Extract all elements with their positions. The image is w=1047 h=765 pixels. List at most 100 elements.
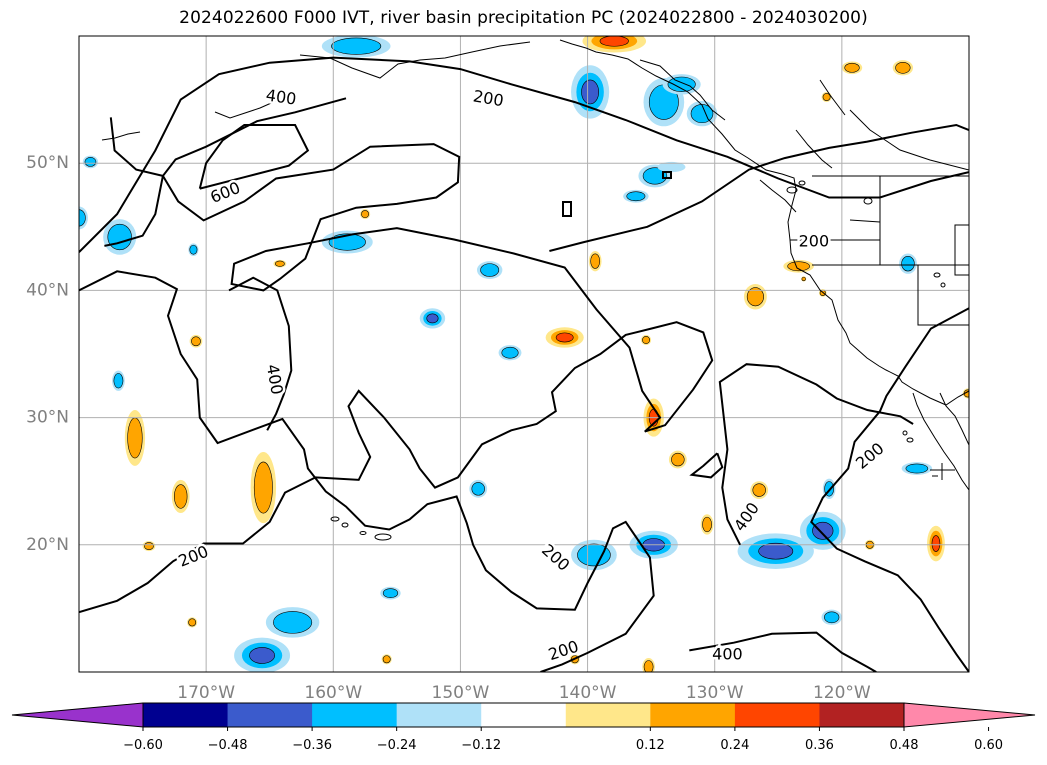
- colorbar-tick-label: −0.60: [123, 738, 163, 753]
- lon-tick-label: 120°W: [813, 683, 871, 703]
- contour-label: 400: [712, 645, 743, 664]
- colorbar-tick-label: −0.36: [292, 738, 332, 753]
- precip-pc-shade: [702, 516, 712, 533]
- ivt-contour-200: [810, 307, 969, 672]
- precip-pc-feature: [250, 451, 277, 524]
- precip-pc-shade: [107, 223, 132, 251]
- precip-pc-feature: [582, 36, 647, 53]
- ivt-contour-layer: [79, 56, 969, 672]
- ivt-contour-400: [228, 276, 293, 431]
- precip-pc-feature: [571, 65, 610, 119]
- precip-pc-feature: [801, 276, 807, 282]
- precip-pc-shade: [191, 336, 201, 347]
- colorbar-segment: [650, 703, 736, 727]
- colorbar-segment: [481, 703, 567, 727]
- colorbar-tick-label: −0.48: [208, 738, 248, 753]
- island: [906, 437, 914, 443]
- precip-pc-shade: [471, 482, 485, 496]
- precip-pc-shade: [331, 37, 382, 55]
- contour-label: 200: [799, 231, 830, 250]
- precip-pc-shade: [275, 260, 285, 267]
- precip-pc-feature: [899, 253, 917, 274]
- island: [902, 430, 908, 436]
- lon-tick-label: 140°W: [559, 683, 617, 703]
- precip-pc-shade: [844, 62, 860, 73]
- precip-pc-shade: [752, 483, 766, 497]
- precip-pc-shade: [188, 618, 197, 627]
- precip-pc-feature: [234, 637, 291, 672]
- precip-pc-feature: [545, 327, 584, 348]
- coastline: [795, 129, 833, 169]
- precip-pc-feature: [640, 334, 652, 346]
- island: [798, 180, 806, 186]
- colorbar-tick-label: −0.24: [377, 738, 417, 753]
- colorbar-frame: [142, 702, 905, 728]
- precip-pc-feature: [783, 259, 814, 273]
- precip-pc-shade: [671, 452, 685, 467]
- precip-pc-feature: [799, 511, 846, 550]
- precip-pc-shade: [642, 167, 668, 185]
- map-frame: [78, 35, 970, 673]
- coastline: [849, 109, 969, 171]
- precip-pc-feature: [265, 607, 320, 638]
- precip-pc-feature: [662, 74, 701, 95]
- precip-pc-shade: [626, 191, 646, 202]
- lon-tick-labels: 170°W 160°W 150°W 140°W 130°W 120°W: [177, 683, 871, 703]
- lat-tick-labels: 50°N 40°N 30°N 20°N: [26, 153, 69, 555]
- precip-pc-feature: [419, 308, 446, 329]
- coastline: [639, 59, 726, 121]
- colorbar-segment: [227, 703, 313, 727]
- island: [933, 272, 941, 278]
- precip-pc-feature: [901, 462, 933, 475]
- precip-pc-shade: [84, 157, 97, 167]
- precip-pc-feature: [188, 243, 199, 257]
- precip-pc-feature: [171, 479, 190, 513]
- island: [374, 533, 392, 541]
- precip-pc-shade: [581, 79, 599, 105]
- precip-pc-shade: [824, 611, 840, 624]
- coastline: [954, 224, 969, 276]
- precip-pc-shade: [113, 373, 124, 389]
- precip-pc-shade: [895, 62, 911, 74]
- colorbar-tick-label: 0.48: [890, 738, 919, 753]
- lat-tick-label: 20°N: [26, 535, 69, 555]
- precip-pc-shade: [144, 542, 154, 551]
- precip-pc-feature: [841, 61, 863, 75]
- coastline: [559, 39, 969, 406]
- precip-pc-shade: [590, 253, 601, 269]
- ivt-contour-small: [662, 171, 672, 179]
- precip-pc-shade: [361, 210, 370, 219]
- ivt-contour-600: [198, 124, 310, 190]
- island: [940, 282, 946, 288]
- lon-tick-label: 160°W: [304, 683, 362, 703]
- island: [341, 522, 349, 528]
- coastline: [939, 392, 969, 446]
- colorbar-segment: [396, 703, 482, 727]
- precip-pc-feature: [381, 654, 392, 665]
- map-background: [79, 36, 969, 672]
- colorbar-segment: [734, 703, 820, 727]
- precip-pc-feature: [189, 334, 203, 348]
- coastline: [930, 463, 955, 480]
- precip-pc-feature: [821, 91, 832, 103]
- coastline: [101, 131, 141, 141]
- ivt-contour-400: [689, 631, 877, 672]
- ivt-contour-400: [718, 363, 914, 546]
- coastline: [917, 265, 969, 326]
- gridlines: [79, 36, 969, 672]
- precip-pc-feature: [82, 155, 99, 169]
- precip-pc-shade: [746, 287, 764, 307]
- precip-pc-feature: [469, 479, 488, 498]
- coastline: [819, 79, 846, 116]
- colorbar-tick-label: 0.24: [720, 738, 749, 753]
- precip-pc-shade: [577, 543, 611, 567]
- precip-pc-feature: [321, 36, 391, 58]
- colorbar-tick-label: −0.12: [461, 738, 501, 753]
- precip-pc-feature: [124, 409, 146, 466]
- island: [330, 516, 340, 522]
- precip-pc-shade: [189, 244, 198, 255]
- precip-pc-shade: [174, 484, 188, 509]
- precip-pc-shade: [758, 542, 794, 560]
- lon-tick-label: 170°W: [177, 683, 235, 703]
- precip-pc-shade: [905, 463, 929, 474]
